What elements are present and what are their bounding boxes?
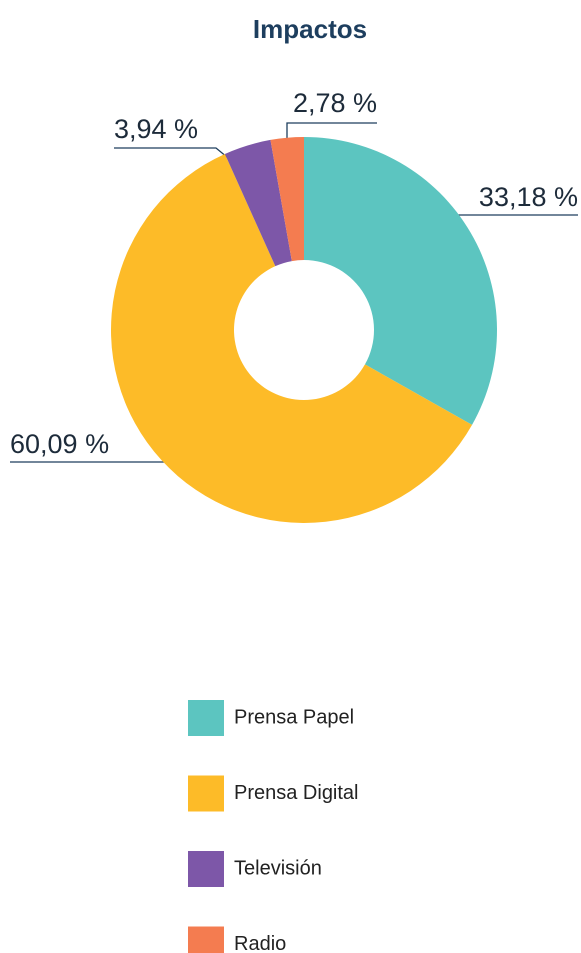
legend-swatch (188, 851, 224, 887)
value-label: 2,78 % (293, 88, 377, 118)
chart-title: Impactos (253, 14, 367, 44)
donut-slice (270, 137, 304, 262)
donut-slice (110, 153, 473, 523)
legend-swatch (188, 700, 224, 736)
donut-slice (304, 137, 498, 425)
legend-label: Radio (234, 933, 286, 953)
value-label: 60,09 % (10, 429, 109, 459)
legend-label: Prensa Digital (234, 782, 359, 804)
value-label: 3,94 % (114, 114, 198, 144)
legend-label: Prensa Papel (234, 706, 354, 728)
legend-swatch (188, 775, 224, 812)
legend-swatch (188, 926, 224, 953)
legend-label: Televisión (234, 857, 322, 879)
value-label: 33,18 % (479, 182, 578, 212)
donut-slice (224, 139, 292, 267)
